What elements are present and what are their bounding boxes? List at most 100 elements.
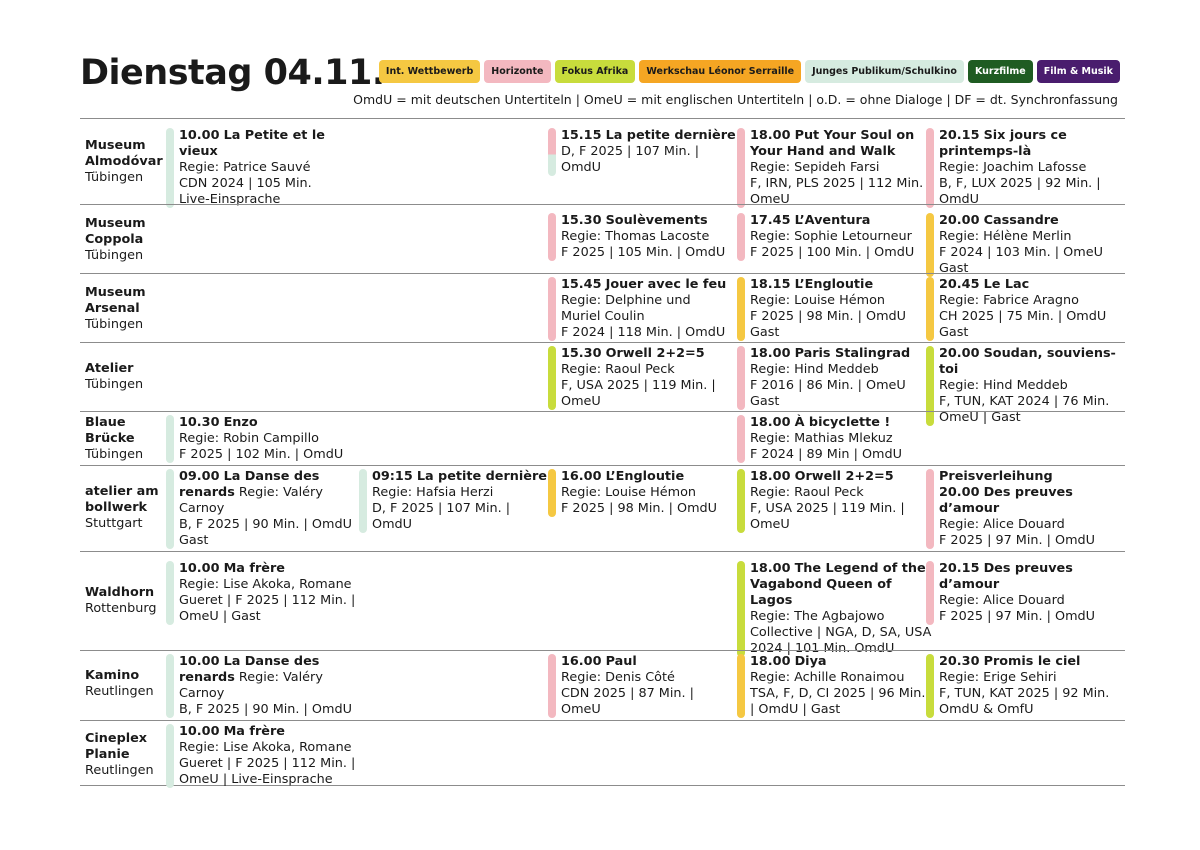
screening-la-danse-des-renards[interactable]: 09.00 La Danse des renards Regie: Valéry…: [166, 469, 363, 549]
category-marker: [926, 469, 934, 549]
screening-details: Regie: Delphine und Muriel Coulin F 2024…: [561, 293, 726, 340]
screening-put-your-soul-on-your-hand-and-walk[interactable]: 18.00 Put Your Soul on Your Hand and Wal…: [737, 128, 935, 208]
screening-time: 20.15: [939, 561, 980, 576]
venue-city: Tübingen: [85, 248, 144, 263]
screening-title: Le Lac: [983, 277, 1030, 292]
venue-cell: Cineplex Planie Reutlingen: [85, 731, 165, 779]
screening-des-preuves-d-amour[interactable]: 20.15 Des preuves d’amour Regie: Alice Do…: [926, 561, 1129, 625]
screening-title: La petite dernière: [416, 469, 547, 484]
screening-heading: 10.00 Ma frère: [179, 724, 363, 740]
screening-details: Regie: Hafsia Herzi D, F 2025 | 107 Min.…: [372, 485, 511, 532]
screening-title: Soulèvements: [605, 213, 708, 228]
screening-cassandre[interactable]: 20.00 Cassandre Regie: Hélène Merlin F 20…: [926, 213, 1129, 277]
screening-time: 10.00: [179, 654, 220, 669]
screening-ma-frere[interactable]: 10.00 Ma frère Regie: Lise Akoka, Romane …: [166, 724, 363, 788]
screening-paul[interactable]: 16.00 Paul Regie: Denis Côté CDN 2025 | 8…: [548, 654, 741, 718]
screening-diya[interactable]: 18.00 Diya Regie: Achille Ronaimou TSA, F…: [737, 654, 935, 718]
screening-time: 18.00: [750, 561, 791, 576]
venue-name: Atelier: [85, 361, 134, 376]
screening-details: Regie: Mathias Mlekuz F 2024 | 89 Min | …: [750, 431, 902, 462]
category-marker: [166, 469, 174, 549]
screening-la-danse-des-renards[interactable]: 10.00 La Danse des renards Regie: Valéry…: [166, 654, 363, 718]
screening-jouer-avec-le-feu[interactable]: 15.45 Jouer avec le feu Regie: Delphine u…: [548, 277, 741, 341]
venue-cell: atelier am bollwerk Stuttgart: [85, 484, 169, 532]
screening-heading: 09.00 La Danse des renards: [179, 469, 319, 500]
screening-heading: 20.00 Soudan, souviens-toi: [939, 346, 1129, 378]
schedule-grid: Museum Almodóvar Tübingen 10.00 La Petite …: [80, 118, 1125, 788]
screening-time: 20.45: [939, 277, 980, 292]
venue-cell: Museum Almodóvar Tübingen: [85, 138, 165, 186]
category-marker: [548, 277, 556, 341]
screening-time: 20.00: [939, 213, 980, 228]
screening-orwell-2-2-5[interactable]: 18.00 Orwell 2+2=5 Regie: Raoul Peck F, U…: [737, 469, 935, 533]
venue-row-museum-coppola: Museum Coppola Tübingen 15.30 Soulèvements…: [80, 204, 1125, 277]
screening-title: Put Your Soul on Your Hand and Walk: [750, 128, 915, 159]
screening-title: L’Engloutie: [794, 277, 874, 292]
screening-la-petite-derniere[interactable]: 15.15 La petite dernière D, F 2025 | 107 …: [548, 128, 741, 176]
screening-title: Jouer avec le feu: [605, 277, 727, 292]
screening-la-petite-derniere[interactable]: 09:15 La petite dernière Regie: Hafsia He…: [359, 469, 552, 533]
category-marker: [166, 128, 174, 208]
screening-title: Des preuves d’amour: [939, 561, 1073, 592]
screening-soulevements[interactable]: 15.30 Soulèvements Regie: Thomas Lacoste …: [548, 213, 741, 261]
screening-details: Regie: Raoul Peck F, USA 2025 | 119 Min.…: [750, 485, 905, 532]
legend-badge-int-wettbewerb: Int. Wettbewerb: [378, 60, 481, 83]
screening-promis-le-ciel[interactable]: 20.30 Promis le ciel Regie: Erige Sehiri …: [926, 654, 1129, 718]
screening-details: Regie: Alice Douard F 2025 | 97 Min. | O…: [939, 593, 1096, 624]
screening-heading: 10.30 Enzo: [179, 415, 363, 431]
category-marker: [926, 654, 934, 718]
screening-six-jours-ce-printemps-la[interactable]: 20.15 Six jours ce printemps-là Regie: Jo…: [926, 128, 1129, 208]
category-marker: [737, 346, 745, 410]
venue-city: Tübingen: [85, 170, 144, 185]
screening-title: Six jours ce printemps-là: [939, 128, 1067, 159]
screening-heading: 20.30 Promis le ciel: [939, 654, 1129, 670]
screening-title: Cassandre: [983, 213, 1059, 228]
screening-title: Paris Stalingrad: [794, 346, 911, 361]
venue-row-blaue-brucke: Blaue Brücke Tübingen 10.30 Enzo Regie: Rob…: [80, 411, 1125, 465]
screening-heading: 09:15 La petite dernière: [372, 469, 552, 485]
screening-heading: 15.30 Orwell 2+2=5: [561, 346, 741, 362]
screening-heading: 15.30 Soulèvements: [561, 213, 741, 229]
legend-badge-junges-publikum-schulkino: Junges Publikum/Schulkino: [805, 60, 964, 83]
screening-details: Regie: Louise Hémon F 2025 | 98 Min. | O…: [561, 485, 718, 516]
screening-details: Regie: Lise Akoka, Romane Gueret | F 202…: [179, 577, 356, 624]
screening-the-legend-of-the-vagabond-queen-of-lagos[interactable]: 18.00 The Legend of the Vagabond Queen o…: [737, 561, 935, 657]
screening-la-petite-et-le-vieux[interactable]: 10.00 La Petite et le vieux Regie: Patric…: [166, 128, 363, 208]
screening-l-aventura[interactable]: 17.45 L’Aventura Regie: Sophie Letourneur…: [737, 213, 935, 261]
screening-time: 18.00: [750, 128, 791, 143]
screening-soudan-souviens-toi[interactable]: 20.00 Soudan, souviens-toi Regie: Hind Me…: [926, 346, 1129, 426]
venue-name: Museum Almodóvar: [85, 138, 163, 169]
category-marker: [548, 213, 556, 261]
screening-ma-frere[interactable]: 10.00 Ma frère Regie: Lise Akoka, Romane …: [166, 561, 363, 625]
screening-orwell-2-2-5[interactable]: 15.30 Orwell 2+2=5 Regie: Raoul Peck F, U…: [548, 346, 741, 410]
venue-row-waldhorn: Waldhorn Rottenburg 10.00 Ma frère Regie: L…: [80, 551, 1125, 657]
screening-time: 09:15: [372, 469, 413, 484]
screening-details: Regie: Sepideh Farsi F, IRN, PLS 2025 | …: [750, 160, 932, 207]
screening-heading: 16.00 L’Engloutie: [561, 469, 741, 485]
category-marker: [737, 654, 745, 718]
venue-row-museum-almodovar: Museum Almodóvar Tübingen 10.00 La Petite …: [80, 118, 1125, 208]
screening-le-lac[interactable]: 20.45 Le Lac Regie: Fabrice Aragno CH 202…: [926, 277, 1129, 341]
venue-name: atelier am bollwerk: [85, 484, 159, 515]
screening-details: Regie: Joachim Lafosse B, F, LUX 2025 | …: [939, 160, 1101, 207]
screening-heading: 17.45 L’Aventura: [750, 213, 935, 229]
screening-l-engloutie[interactable]: 16.00 L’Engloutie Regie: Louise Hémon F 2…: [548, 469, 741, 517]
venue-city: Reutlingen: [85, 763, 154, 778]
category-marker: [548, 346, 556, 410]
category-marker: [166, 654, 174, 718]
screening-enzo[interactable]: 10.30 Enzo Regie: Robin Campillo F 2025 |…: [166, 415, 363, 463]
screening-details: Regie: Patrice Sauvé CDN 2024 | 105 Min.…: [179, 160, 312, 207]
screening-paris-stalingrad[interactable]: 18.00 Paris Stalingrad Regie: Hind Meddeb…: [737, 346, 935, 410]
screening-heading: 18.00 Orwell 2+2=5: [750, 469, 935, 485]
category-marker: [548, 128, 556, 176]
screening-time: 20.00: [939, 346, 980, 361]
screening-heading: 20.00 Des preuves d’amour: [939, 485, 1129, 517]
legend-badge-fokus-afrika: Fokus Afrika: [554, 60, 636, 83]
screening-heading: 18.00 Put Your Soul on Your Hand and Wal…: [750, 128, 935, 160]
screening-l-engloutie[interactable]: 18.15 L’Engloutie Regie: Louise Hémon F 2…: [737, 277, 935, 341]
screening-des-preuves-d-amour[interactable]: Preisverleihung 20.00 Des preuves d’amour…: [926, 469, 1129, 549]
screening-details: Regie: Achille Ronaimou TSA, F, D, CI 20…: [750, 670, 926, 717]
screening-a-bicyclette[interactable]: 18.00 À bicyclette ! Regie: Mathias Mleku…: [737, 415, 935, 463]
screening-title: La Danse des renards: [179, 469, 320, 500]
screening-time: 18.15: [750, 277, 791, 292]
